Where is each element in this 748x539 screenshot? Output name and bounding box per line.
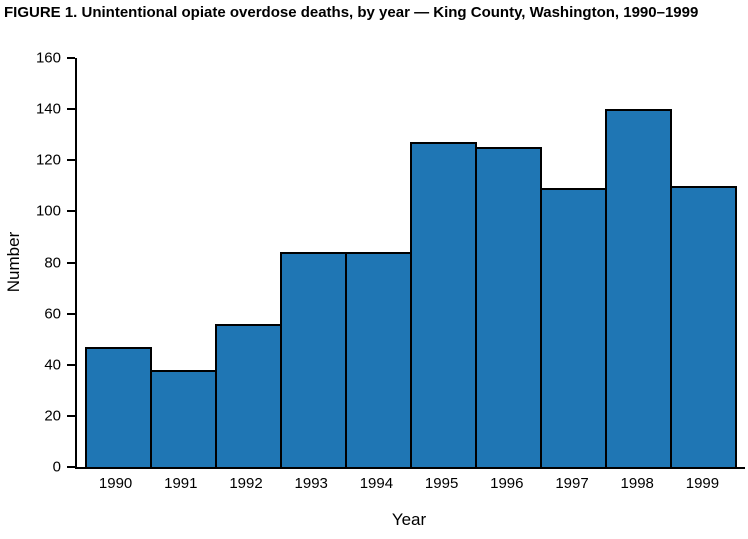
bar-1990 bbox=[85, 346, 152, 467]
bar-1997 bbox=[540, 188, 607, 467]
y-tick-label-80: 80 bbox=[44, 254, 61, 271]
x-tick-label-1990: 1990 bbox=[98, 475, 133, 492]
x-tick-label-1994: 1994 bbox=[359, 475, 394, 492]
y-axis-ticks: 0 20 40 60 80 100 120 140 160 bbox=[0, 50, 75, 476]
y-tick-mark-140 bbox=[67, 108, 75, 111]
y-tick-label-40: 40 bbox=[44, 356, 61, 374]
y-tick-mark-160 bbox=[67, 57, 75, 59]
x-tick-label-1999: 1999 bbox=[685, 475, 720, 492]
y-tick-mark-40 bbox=[67, 363, 75, 366]
bar-1999 bbox=[670, 185, 737, 467]
bar-1995 bbox=[410, 142, 477, 467]
x-labels: 1990 1991 1992 1993 1994 1995 1996 1997 1998 1999 bbox=[75, 475, 743, 492]
y-tick-mark-60 bbox=[67, 312, 75, 315]
y-tick-label-20: 20 bbox=[44, 407, 61, 425]
x-tick-label-1993: 1993 bbox=[294, 475, 328, 492]
y-tick-mark-100 bbox=[67, 210, 75, 213]
x-tick-label-1997: 1997 bbox=[555, 475, 589, 492]
bar-1992 bbox=[215, 323, 282, 467]
bar-1994 bbox=[345, 252, 412, 467]
x-tick-label-1996: 1996 bbox=[490, 475, 524, 492]
chart-title: FIGURE 1. Unintentional opiate overdose … bbox=[4, 4, 699, 21]
y-tick-label-140: 140 bbox=[35, 100, 61, 118]
y-tick-label-0: 0 bbox=[52, 458, 61, 476]
y-tick-label-100: 100 bbox=[35, 202, 61, 220]
y-tick-mark-120 bbox=[67, 159, 75, 162]
plot-area bbox=[75, 58, 745, 469]
bar-1991 bbox=[150, 369, 217, 467]
y-tick-mark-20 bbox=[67, 414, 75, 417]
y-tick-label-160: 160 bbox=[35, 49, 61, 67]
y-tick-mark-0 bbox=[67, 466, 75, 468]
x-tick-label-1998: 1998 bbox=[620, 475, 654, 492]
y-tick-mark-80 bbox=[67, 261, 75, 264]
x-tick-label-1992: 1992 bbox=[229, 475, 263, 492]
bars bbox=[77, 58, 745, 467]
bar-1996 bbox=[475, 147, 542, 467]
bar-1998 bbox=[605, 109, 672, 467]
bar-1993 bbox=[280, 252, 347, 467]
y-tick-label-60: 60 bbox=[44, 305, 61, 323]
x-tick-label-1995: 1995 bbox=[424, 475, 459, 492]
y-tick-label-120: 120 bbox=[35, 151, 61, 169]
x-axis-title: Year bbox=[391, 510, 427, 529]
x-tick-label-1991: 1991 bbox=[164, 475, 198, 492]
